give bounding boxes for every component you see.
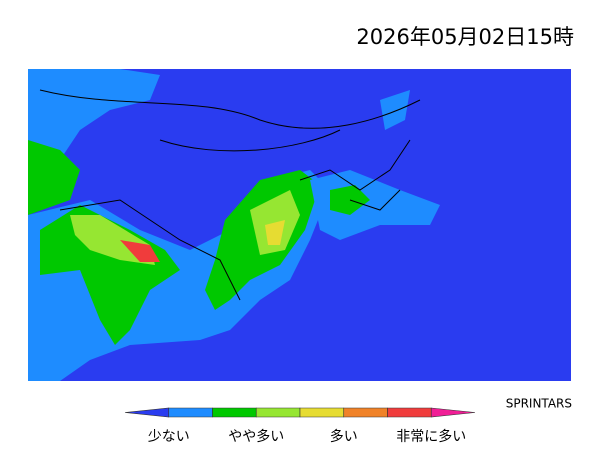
region-green bbox=[40, 205, 180, 345]
region-red bbox=[120, 240, 160, 262]
legend-label: 多い bbox=[330, 428, 358, 445]
map bbox=[28, 69, 571, 381]
legend-swatch bbox=[387, 407, 432, 418]
region-yellow bbox=[265, 220, 285, 245]
legend: 少ない やや多い 多い 非常に多い bbox=[124, 407, 476, 445]
timestamp: 2026年05月02日15時 bbox=[356, 25, 574, 49]
legend-swatch bbox=[255, 407, 301, 418]
region-light bbox=[380, 90, 410, 130]
legend-label: 非常に多い bbox=[396, 428, 466, 445]
borders bbox=[39, 89, 421, 301]
legend-swatch bbox=[168, 407, 213, 418]
legend-swatch bbox=[212, 407, 257, 418]
region-green bbox=[28, 140, 80, 215]
credit: SPRINTARS bbox=[506, 397, 572, 411]
legend-swatch bbox=[430, 407, 476, 418]
legend-swatch bbox=[299, 407, 345, 418]
legend-label: やや多い bbox=[228, 428, 284, 445]
legend-label: 少ない bbox=[148, 429, 190, 445]
legend-swatch bbox=[343, 407, 388, 418]
